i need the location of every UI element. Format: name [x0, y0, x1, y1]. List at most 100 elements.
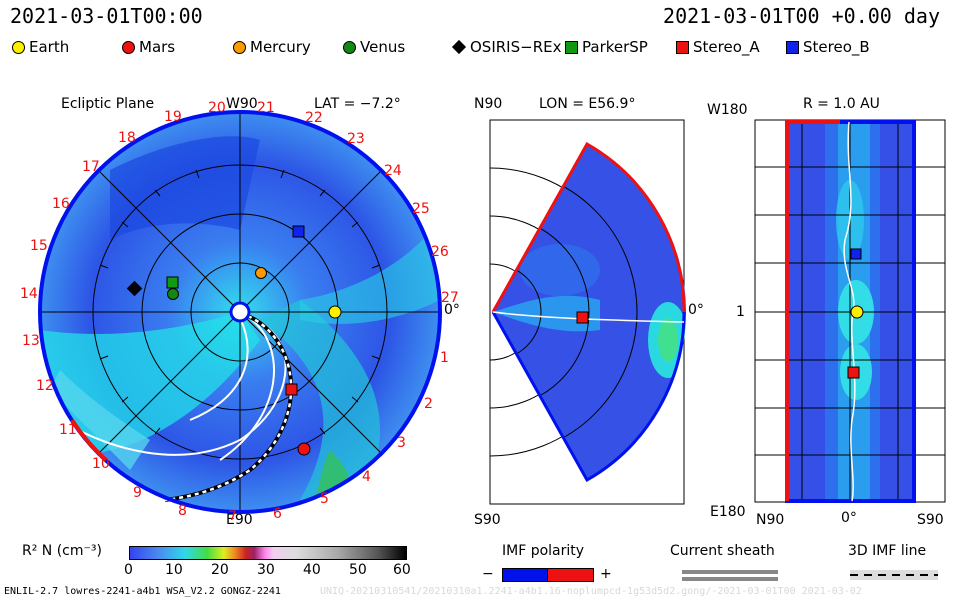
svg-text:22: 22 [305, 110, 323, 126]
legend-mars: Mars [122, 38, 175, 56]
radial-bottom-n: N90 [756, 512, 785, 528]
imf-polarity-positive-bar [547, 568, 594, 582]
svg-text:3: 3 [397, 435, 406, 451]
meridional-top-label: N90 [474, 96, 503, 112]
square-icon [676, 40, 689, 54]
radial-mid-left: 1 [736, 304, 745, 320]
timestamp-left: 2021-03-01T00:00 [10, 4, 203, 28]
ecliptic-bottom-label: E90 [226, 512, 253, 528]
legend-osiris: OSIRIS−REx [451, 38, 561, 56]
ecliptic-title: Ecliptic Plane [61, 96, 155, 112]
meridional-rim-positive [491, 141, 686, 313]
svg-text:7: 7 [228, 509, 237, 520]
svg-text:8: 8 [178, 503, 187, 519]
stereo-a-meridional-marker[interactable] [576, 311, 589, 324]
radial-bottom-s: S90 [917, 512, 944, 528]
svg-text:17: 17 [82, 159, 100, 175]
imf-polarity-title: IMF polarity [502, 543, 585, 559]
legend-parker: ParkerSP [565, 38, 648, 56]
ecliptic-top-label: W90 [226, 96, 258, 112]
svg-text:15: 15 [30, 238, 48, 254]
svg-text:4: 4 [362, 469, 371, 485]
radial-plot [754, 119, 946, 503]
earth-radial-marker[interactable] [850, 305, 864, 319]
radial-top-left: W180 [707, 102, 748, 118]
legend-stereo-b: Stereo_B [786, 38, 870, 56]
stereo-a-marker[interactable] [285, 383, 298, 396]
imf-polarity-negative-bar [502, 568, 549, 582]
current-sheath-line-2 [682, 577, 778, 581]
orbit-ticks [99, 163, 381, 435]
legend-mercury: Mercury [233, 38, 311, 56]
meridional-plot [489, 119, 687, 505]
footer-left: ENLIL-2.7 lowres-2241-a4b1 WSA_V2.2 GONG… [4, 586, 281, 597]
stereo-b-marker[interactable] [292, 225, 305, 238]
venus-marker[interactable] [167, 288, 179, 300]
square-icon [786, 40, 799, 54]
footer-right: UNIQ-20210310541/20210310a1.2241-a4b1.16… [320, 586, 862, 597]
svg-text:18: 18 [118, 130, 136, 146]
legend-stereo-a: Stereo_A [676, 38, 760, 56]
mercury-icon [233, 40, 246, 54]
svg-text:12: 12 [36, 378, 54, 394]
stereo-a-radial-marker[interactable] [847, 366, 860, 379]
svg-text:24: 24 [384, 163, 402, 179]
legend-earth: Earth [12, 38, 69, 56]
meridional-rim-negative [491, 311, 686, 483]
ecliptic-right-label: 0° [444, 302, 460, 318]
svg-text:23: 23 [347, 131, 365, 147]
radial-bottom-left: E180 [710, 504, 746, 520]
svg-text:20: 20 [208, 100, 226, 116]
square-icon [565, 40, 578, 54]
legend-venus: Venus [343, 38, 405, 56]
meridional-right-label: 0° [688, 302, 704, 318]
latitude-label: LAT = −7.2° [314, 96, 401, 112]
colorbar [129, 546, 407, 560]
svg-text:16: 16 [52, 196, 70, 212]
parker-marker[interactable] [166, 276, 179, 289]
colorbar-label: R² N (cm⁻³) [22, 543, 102, 559]
imf-line-dashed [164, 314, 293, 502]
svg-text:5: 5 [320, 491, 329, 507]
mars-icon [122, 40, 135, 54]
svg-text:6: 6 [273, 506, 282, 520]
svg-text:27: 27 [441, 290, 459, 306]
earth-icon [12, 40, 25, 54]
mars-marker[interactable] [297, 442, 311, 456]
imf-polarity-plus: + [600, 566, 612, 582]
svg-text:13: 13 [22, 333, 40, 349]
ecliptic-rim-numbers: 19 20 21 22 23 24 25 26 27 1 2 3 4 5 6 7… [20, 100, 459, 520]
radial-bottom-zero: 0° [841, 510, 857, 526]
meridional-features [493, 244, 687, 378]
ecliptic-plot: 19 20 21 22 23 24 25 26 27 1 2 3 4 5 6 7… [20, 100, 459, 520]
svg-text:26: 26 [431, 244, 449, 260]
svg-text:11: 11 [59, 422, 77, 438]
svg-text:2: 2 [424, 396, 433, 412]
earth-marker[interactable] [328, 305, 342, 319]
venus-icon [343, 40, 356, 54]
svg-text:1: 1 [440, 350, 449, 366]
radial-title: R = 1.0 AU [803, 96, 880, 112]
svg-text:21: 21 [257, 100, 275, 116]
svg-text:14: 14 [20, 286, 38, 302]
longitude-label: LON = E56.9° [539, 96, 636, 112]
stereo-b-radial-marker[interactable] [850, 248, 862, 260]
imf-line-sample [850, 570, 938, 580]
diamond-icon [451, 39, 467, 55]
svg-text:10: 10 [92, 456, 110, 472]
ecliptic-rim [38, 110, 442, 514]
svg-text:25: 25 [412, 201, 430, 217]
ecliptic-rim-positive [70, 418, 108, 462]
meridional-grid-inner [493, 167, 638, 457]
current-sheath-title: Current sheath [670, 543, 775, 559]
current-sheath-line-1 [682, 570, 778, 574]
osiris-rex-marker[interactable] [126, 280, 143, 297]
radial-border-positive [785, 120, 840, 501]
sun-icon [229, 301, 251, 323]
meridional-bottom-label: S90 [474, 512, 501, 528]
svg-text:9: 9 [133, 485, 142, 501]
timestamp-right: 2021-03-01T00 +0.00 day [663, 4, 940, 28]
meridional-imf-line [492, 311, 685, 323]
imf-line-title: 3D IMF line [848, 543, 927, 559]
mercury-marker[interactable] [255, 267, 267, 279]
